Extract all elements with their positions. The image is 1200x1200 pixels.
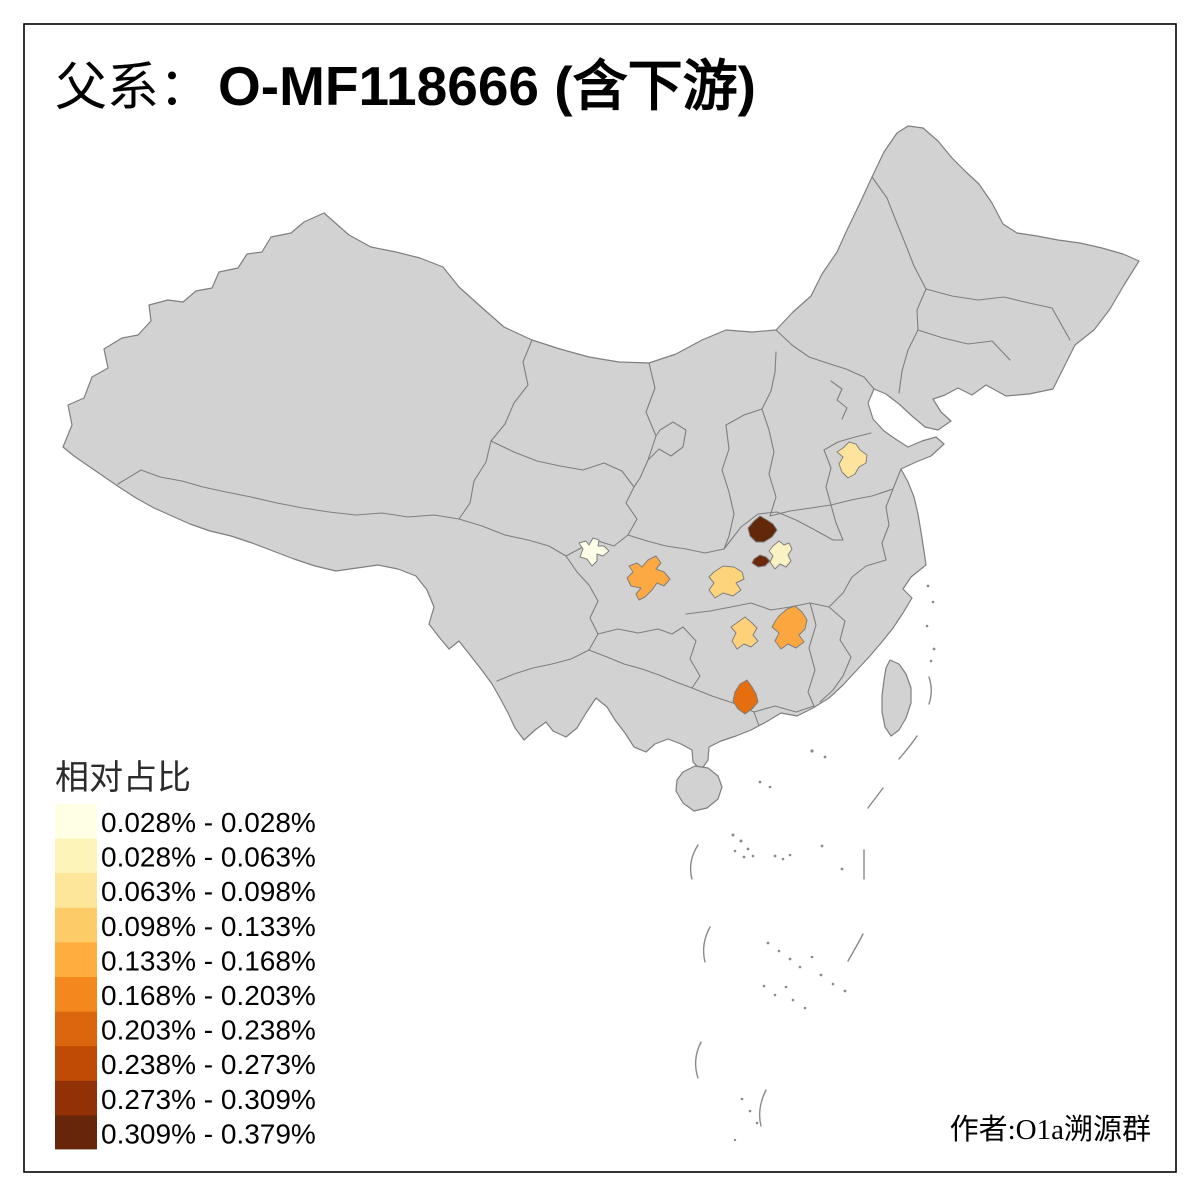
province-borders	[117, 176, 1071, 727]
legend-label-4: 0.133% - 0.168%	[101, 945, 316, 976]
region-central-shandong	[836, 441, 868, 479]
taiwan-island	[881, 659, 912, 737]
legend-swatch-4	[55, 942, 97, 978]
legend-swatch-1	[55, 838, 97, 874]
legend: 相对占比 0.028% - 0.028% 0.028% - 0.063% 0.0…	[55, 759, 316, 1150]
legend-title: 相对占比	[55, 759, 191, 797]
legend-swatch-0	[55, 804, 97, 839]
highlighted-regions	[578, 441, 868, 715]
legend-label-8: 0.273% - 0.309%	[101, 1084, 316, 1115]
island-dots	[731, 584, 936, 1142]
legend-label-1: 0.028% - 0.063%	[101, 842, 316, 873]
region-northeast-guangxi	[732, 679, 759, 715]
legend-label-7: 0.238% - 0.273%	[101, 1049, 316, 1080]
legend-swatch-5	[55, 977, 97, 1012]
legend-label-3: 0.098% - 0.133%	[101, 911, 316, 942]
region-chengdu-area	[578, 537, 610, 567]
region-east-hubei-cream	[768, 540, 793, 570]
legend-swatch-7	[55, 1046, 97, 1082]
credit-text: 作者:O1a溯源群	[950, 1113, 1151, 1146]
page-title-main: O-MF118666 (含下游)	[218, 55, 756, 117]
legend-swatch-9	[55, 1115, 97, 1150]
legend-swatch-8	[55, 1080, 97, 1116]
legend-swatch-3	[55, 907, 97, 943]
hainan-island	[675, 765, 723, 812]
legend-swatch-2	[55, 873, 97, 909]
china-map	[62, 125, 1140, 1142]
nine-dash-line	[689, 676, 932, 1127]
region-east-hubei-dark	[751, 554, 771, 568]
region-chongqing	[626, 555, 671, 601]
page-title-prefix: 父系：	[55, 60, 211, 117]
legend-label-9: 0.309% - 0.379%	[101, 1118, 316, 1149]
region-southwest-hubei	[708, 565, 745, 599]
legend-label-5: 0.168% - 0.203%	[101, 980, 316, 1011]
legend-label-2: 0.063% - 0.098%	[101, 876, 316, 907]
legend-label-6: 0.203% - 0.238%	[101, 1015, 316, 1046]
region-northwest-hubei	[747, 515, 778, 543]
china-mainland	[62, 125, 1140, 771]
page-title: 父系： O-MF118666 (含下游)	[55, 55, 756, 117]
legend-swatch-6	[55, 1011, 97, 1047]
region-central-hunan	[730, 616, 759, 650]
legend-label-0: 0.028% - 0.028%	[101, 807, 316, 838]
region-hunan-jiangxi	[771, 605, 808, 650]
